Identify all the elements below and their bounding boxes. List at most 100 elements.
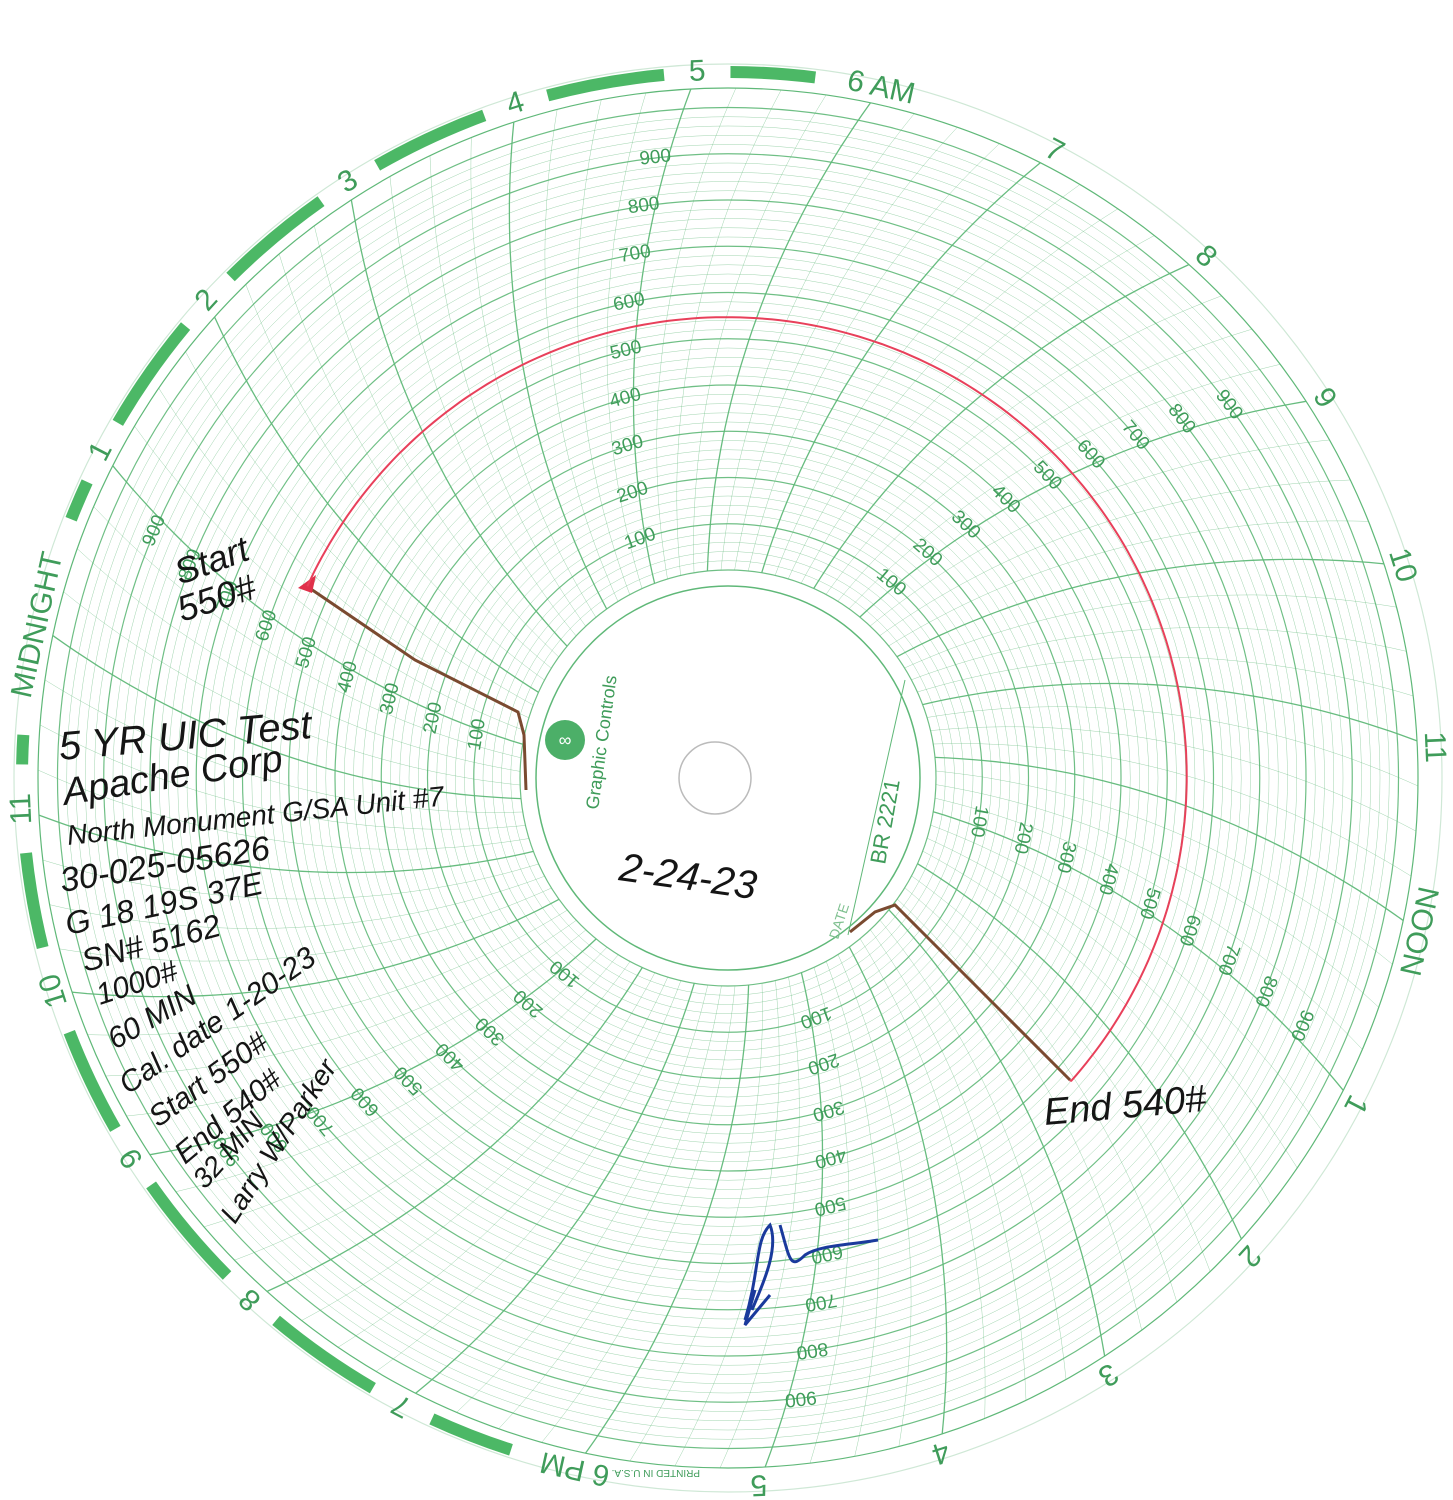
time-line <box>42 859 539 900</box>
time-line <box>375 980 682 1372</box>
grid-circle <box>325 375 1131 1181</box>
time-line <box>126 929 587 1117</box>
time-line <box>706 102 872 572</box>
scale-label: 400 <box>607 384 643 413</box>
time-line <box>301 972 656 1321</box>
time-line <box>632 88 692 584</box>
scale-label: 200 <box>420 700 447 735</box>
grid-circle <box>85 135 1371 1421</box>
grid-circle <box>214 264 1242 1292</box>
grid-circle <box>297 347 1159 1209</box>
time-line <box>813 264 1190 589</box>
time-line <box>719 976 800 1469</box>
time-line <box>498 985 722 1429</box>
time-line <box>917 656 1414 697</box>
hour-band <box>63 1029 121 1132</box>
grid-circle <box>307 357 1149 1199</box>
time-line <box>933 743 1412 877</box>
time-line <box>930 726 1417 832</box>
time-line <box>764 972 824 1468</box>
grid-circle <box>408 458 1048 1098</box>
pressure-trace <box>306 316 1188 1082</box>
grid-circle <box>177 227 1279 1329</box>
time-line <box>837 328 1253 602</box>
hour-label: 10 <box>1382 544 1424 586</box>
time-line <box>870 929 1027 1401</box>
hour-label: 6 PM <box>537 1445 613 1492</box>
time-line <box>825 961 879 1457</box>
scale-label: 700 <box>1213 941 1244 978</box>
hour-label: 5 <box>688 54 706 88</box>
grid-circle <box>66 116 1390 1440</box>
time-line <box>415 983 695 1394</box>
date-line <box>847 679 906 936</box>
time-line <box>606 92 647 589</box>
time-line <box>266 967 643 1292</box>
scale-label: 500 <box>1135 885 1164 921</box>
scale-label: 900 <box>138 512 170 549</box>
grid-circle <box>464 514 992 1042</box>
time-line <box>52 634 522 800</box>
grid-circle <box>436 486 1020 1070</box>
time-line <box>44 679 523 813</box>
time-line <box>350 199 568 647</box>
scale-label: 900 <box>638 145 672 170</box>
time-line <box>869 439 1330 627</box>
grid-circle <box>279 329 1177 1227</box>
grid-circle <box>501 551 955 1005</box>
hour-band <box>429 1413 513 1456</box>
time-line <box>544 109 619 602</box>
grid-circle <box>426 476 1030 1080</box>
scale-label: 100 <box>464 717 490 752</box>
hour-band <box>146 1181 232 1280</box>
time-line <box>37 769 530 850</box>
time-line <box>656 87 737 580</box>
time-line <box>848 364 1281 609</box>
time-line <box>926 706 1419 787</box>
brand-logo-mark: ∞ <box>559 730 572 750</box>
time-line <box>911 627 1407 681</box>
grid-circle <box>519 569 937 987</box>
brand-logo <box>545 720 585 760</box>
center-hole <box>678 741 752 815</box>
hour-label: 10 <box>32 970 74 1012</box>
grid-circle <box>168 218 1288 1338</box>
grid-circle <box>241 291 1215 1265</box>
time-line <box>837 954 912 1447</box>
time-line <box>888 909 1106 1357</box>
time-line <box>693 94 827 573</box>
grid-circle <box>112 162 1344 1394</box>
hour-band <box>20 852 49 950</box>
time-line <box>59 887 552 962</box>
hour-band <box>65 479 93 522</box>
scale-label: 500 <box>608 336 644 364</box>
time-line <box>800 235 1155 584</box>
time-line <box>859 400 1307 618</box>
grid-circle <box>492 542 964 1014</box>
scale-label: 100 <box>797 1002 834 1033</box>
time-line <box>904 594 1397 669</box>
trace <box>298 316 1188 1082</box>
time-line <box>774 184 1081 576</box>
time-line <box>149 938 597 1156</box>
grid-circle <box>418 468 1038 1088</box>
grid-circle <box>122 172 1334 1384</box>
scale-label: 400 <box>813 1144 849 1173</box>
time-line <box>879 479 1351 636</box>
hour-band <box>730 66 817 84</box>
pen-stroke <box>304 583 528 791</box>
time-line <box>185 351 534 706</box>
time-line <box>337 976 669 1348</box>
scale-label: 100 <box>622 524 659 555</box>
time-line <box>879 919 1067 1380</box>
grid-circle <box>344 394 1112 1162</box>
scale-label: 800 <box>1250 973 1281 1010</box>
time-line <box>214 316 539 693</box>
scale-label: 300 <box>609 431 645 460</box>
scale-label: 600 <box>252 607 282 644</box>
grid-circle <box>233 283 1223 1273</box>
time-line <box>787 208 1119 580</box>
scale-label: 400 <box>432 1038 469 1075</box>
grid-circle <box>149 199 1307 1357</box>
